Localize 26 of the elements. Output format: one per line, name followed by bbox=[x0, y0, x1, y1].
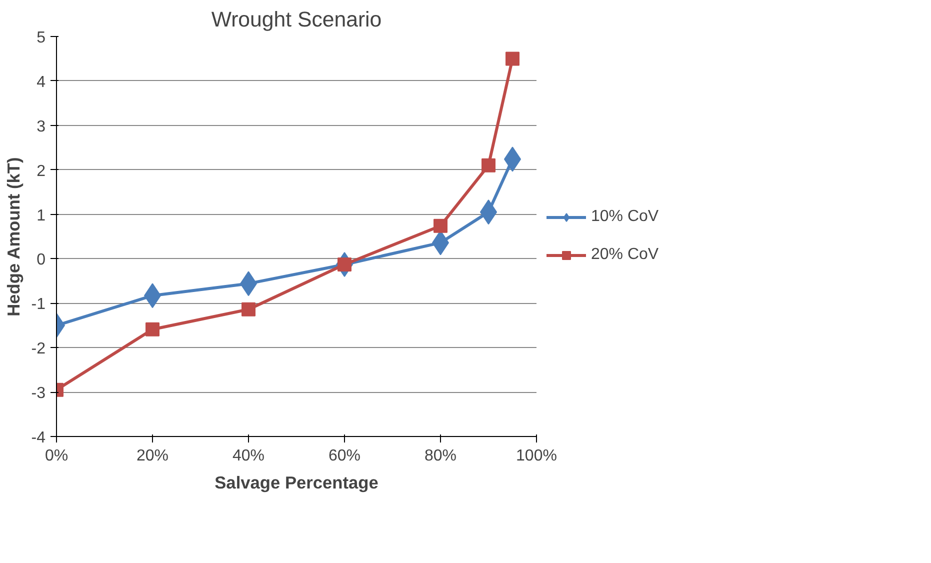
point bbox=[506, 52, 520, 66]
y-tick-label: 0 bbox=[36, 252, 46, 269]
y-tick-label: 3 bbox=[36, 118, 46, 136]
y-tick-label: 2 bbox=[36, 162, 46, 180]
x-axis-title: Salvage Percentage bbox=[214, 472, 379, 492]
y-tick-label: 5 bbox=[36, 30, 46, 46]
y-tick-label: 4 bbox=[36, 74, 46, 91]
y-tick-label: -2 bbox=[31, 340, 46, 358]
x-tick-label: 100% bbox=[516, 448, 557, 464]
point bbox=[146, 322, 160, 336]
point bbox=[482, 158, 496, 172]
x-tick-label: 20% bbox=[136, 448, 169, 464]
x-tick-label: 0% bbox=[44, 448, 68, 464]
x-tick-label: 60% bbox=[328, 448, 361, 464]
chart-title: Wrought Scenario bbox=[211, 8, 382, 32]
point bbox=[434, 218, 448, 233]
y-tick-label: 1 bbox=[36, 207, 46, 224]
point bbox=[242, 302, 256, 316]
x-tick-label: 80% bbox=[424, 448, 457, 464]
y-axis-title: Hedge Amount (kT) bbox=[3, 157, 24, 316]
x-tick-label: 40% bbox=[232, 448, 265, 464]
y-tick-label: -3 bbox=[31, 385, 46, 402]
y-tick-label: -4 bbox=[31, 430, 46, 446]
legend-label: 10% CoV bbox=[591, 208, 659, 226]
legend-label: 20% CoV bbox=[591, 246, 659, 264]
y-tick-label: -1 bbox=[31, 296, 46, 314]
